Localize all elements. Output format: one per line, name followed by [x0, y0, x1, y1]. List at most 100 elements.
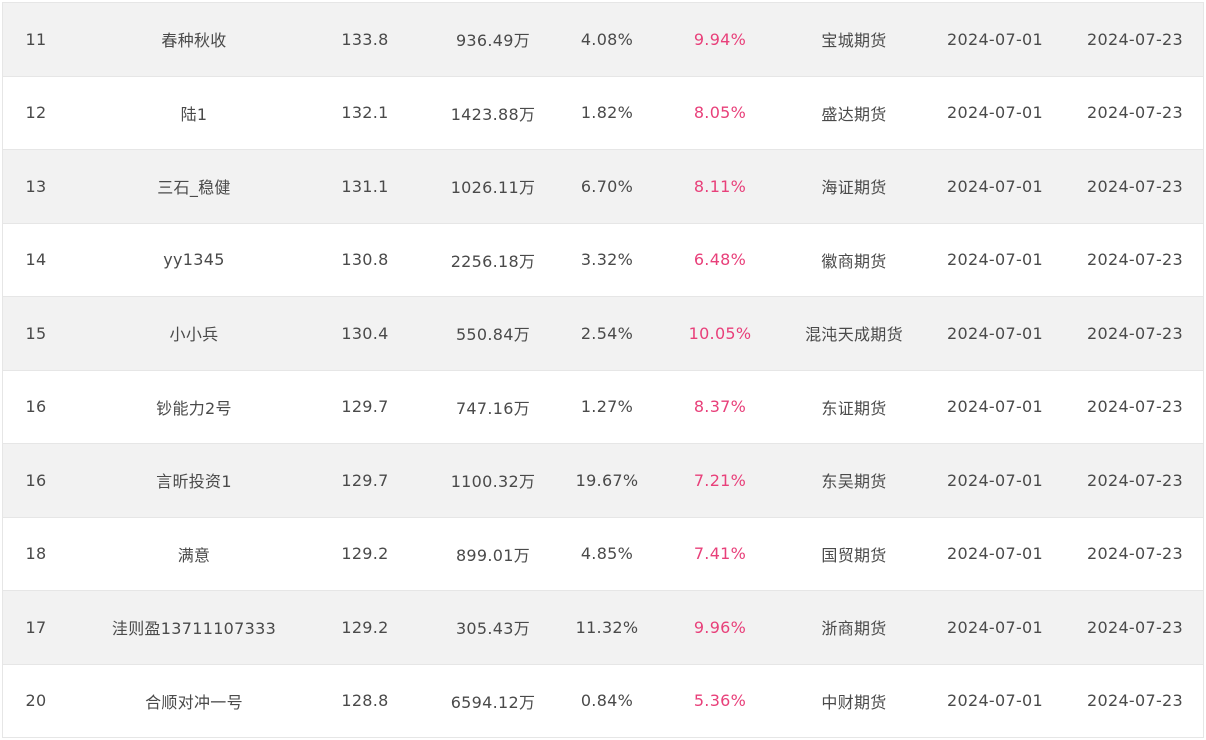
end-date-cell: 2024-07-23 — [1087, 617, 1183, 637]
score-cell: 129.2 — [341, 544, 389, 564]
broker-cell: 徽商期货 — [821, 251, 887, 271]
account-name-cell: 钞能力2号 — [156, 398, 232, 418]
score-cell: 128.8 — [341, 691, 389, 711]
drawdown-cell: 2.54% — [580, 323, 634, 343]
table-row: 15 小小兵 130.4 550.84万 2.54% 10.05% 混沌天成期货… — [3, 297, 1203, 371]
account-name-cell: 言昕投资1 — [156, 472, 232, 492]
table-row: 16 言昕投资1 129.7 1100.32万 19.67% 7.21% 东吴期… — [3, 444, 1203, 518]
broker-cell: 国贸期货 — [821, 545, 887, 565]
start-date-cell: 2024-07-01 — [947, 103, 1043, 123]
start-date-cell: 2024-07-01 — [947, 617, 1043, 637]
start-date-cell: 2024-07-01 — [947, 29, 1043, 49]
return-cell: 8.05% — [693, 103, 747, 123]
end-date-cell: 2024-07-23 — [1087, 323, 1183, 343]
rank-cell: 12 — [25, 103, 47, 123]
broker-cell: 盛达期货 — [821, 104, 887, 124]
drawdown-cell: 11.32% — [575, 617, 639, 637]
broker-cell: 东吴期货 — [821, 472, 887, 492]
account-name-cell: 洼则盈13711107333 — [111, 619, 277, 639]
account-name-cell: yy1345 — [163, 250, 225, 270]
rank-cell: 16 — [25, 397, 47, 417]
broker-cell: 东证期货 — [821, 398, 887, 418]
end-date-cell: 2024-07-23 — [1087, 691, 1183, 711]
account-name-cell: 陆1 — [180, 104, 208, 124]
end-date-cell: 2024-07-23 — [1087, 397, 1183, 417]
end-date-cell: 2024-07-23 — [1087, 103, 1183, 123]
table-row: 12 陆1 132.1 1423.88万 1.82% 8.05% 盛达期货 20… — [3, 76, 1203, 150]
rank-cell: 16 — [25, 470, 47, 490]
rank-cell: 20 — [25, 691, 47, 711]
account-name-cell: 小小兵 — [169, 325, 219, 345]
drawdown-cell: 4.08% — [580, 29, 634, 49]
table-row: 18 满意 129.2 899.01万 4.85% 7.41% 国贸期货 202… — [3, 517, 1203, 591]
end-date-cell: 2024-07-23 — [1087, 29, 1183, 49]
return-cell: 9.94% — [693, 29, 747, 49]
equity-cell: 899.01万 — [455, 545, 531, 565]
equity-cell: 2256.18万 — [450, 251, 536, 271]
return-cell: 8.37% — [693, 397, 747, 417]
account-name-cell: 满意 — [177, 545, 211, 565]
drawdown-cell: 19.67% — [575, 470, 639, 490]
start-date-cell: 2024-07-01 — [947, 470, 1043, 490]
equity-cell: 305.43万 — [455, 619, 531, 639]
return-cell: 7.41% — [693, 544, 747, 564]
score-cell: 130.4 — [341, 323, 389, 343]
score-cell: 129.7 — [341, 397, 389, 417]
table-row: 13 三石_稳健 131.1 1026.11万 6.70% 8.11% 海证期货… — [3, 150, 1203, 224]
end-date-cell: 2024-07-23 — [1087, 544, 1183, 564]
rank-cell: 18 — [25, 544, 47, 564]
broker-cell: 中财期货 — [821, 692, 887, 712]
rank-cell: 17 — [25, 617, 47, 637]
score-cell: 131.1 — [341, 176, 389, 196]
table-row: 17 洼则盈13711107333 129.2 305.43万 11.32% 9… — [3, 591, 1203, 665]
broker-cell: 混沌天成期货 — [805, 325, 903, 345]
broker-cell: 海证期货 — [821, 178, 887, 198]
equity-cell: 1423.88万 — [450, 104, 536, 124]
return-cell: 6.48% — [693, 250, 747, 270]
drawdown-cell: 1.82% — [580, 103, 634, 123]
equity-cell: 1100.32万 — [450, 472, 536, 492]
drawdown-cell: 1.27% — [580, 397, 634, 417]
table-row: 14 yy1345 130.8 2256.18万 3.32% 6.48% 徽商期… — [3, 223, 1203, 297]
broker-cell: 浙商期货 — [821, 619, 887, 639]
drawdown-cell: 3.32% — [580, 250, 634, 270]
start-date-cell: 2024-07-01 — [947, 176, 1043, 196]
table-row: 16 钞能力2号 129.7 747.16万 1.27% 8.37% 东证期货 … — [3, 370, 1203, 444]
return-cell: 7.21% — [693, 470, 747, 490]
table-row: 20 合顺对冲一号 128.8 6594.12万 0.84% 5.36% 中财期… — [3, 664, 1203, 738]
account-name-cell: 合顺对冲一号 — [145, 692, 243, 712]
equity-cell: 936.49万 — [455, 31, 531, 51]
equity-cell: 550.84万 — [455, 325, 531, 345]
account-name-cell: 三石_稳健 — [157, 178, 231, 198]
end-date-cell: 2024-07-23 — [1087, 250, 1183, 270]
equity-cell: 6594.12万 — [450, 692, 536, 712]
drawdown-cell: 4.85% — [580, 544, 634, 564]
score-cell: 132.1 — [341, 103, 389, 123]
return-cell: 10.05% — [688, 323, 752, 343]
drawdown-cell: 6.70% — [580, 176, 634, 196]
score-cell: 129.7 — [341, 470, 389, 490]
start-date-cell: 2024-07-01 — [947, 323, 1043, 343]
return-cell: 8.11% — [693, 176, 747, 196]
equity-cell: 1026.11万 — [450, 178, 536, 198]
end-date-cell: 2024-07-23 — [1087, 470, 1183, 490]
rank-cell: 14 — [25, 250, 47, 270]
drawdown-cell: 0.84% — [580, 691, 634, 711]
start-date-cell: 2024-07-01 — [947, 397, 1043, 417]
account-name-cell: 春种秋收 — [161, 31, 227, 51]
rank-cell: 13 — [25, 176, 47, 196]
score-cell: 133.8 — [341, 29, 389, 49]
equity-cell: 747.16万 — [455, 398, 531, 418]
return-cell: 5.36% — [693, 691, 747, 711]
rank-cell: 15 — [25, 323, 47, 343]
score-cell: 130.8 — [341, 250, 389, 270]
start-date-cell: 2024-07-01 — [947, 250, 1043, 270]
rank-cell: 11 — [25, 29, 47, 49]
return-cell: 9.96% — [693, 617, 747, 637]
start-date-cell: 2024-07-01 — [947, 691, 1043, 711]
end-date-cell: 2024-07-23 — [1087, 176, 1183, 196]
broker-cell: 宝城期货 — [821, 31, 887, 51]
table-row: 11 春种秋收 133.8 936.49万 4.08% 9.94% 宝城期货 2… — [3, 3, 1203, 77]
start-date-cell: 2024-07-01 — [947, 544, 1043, 564]
